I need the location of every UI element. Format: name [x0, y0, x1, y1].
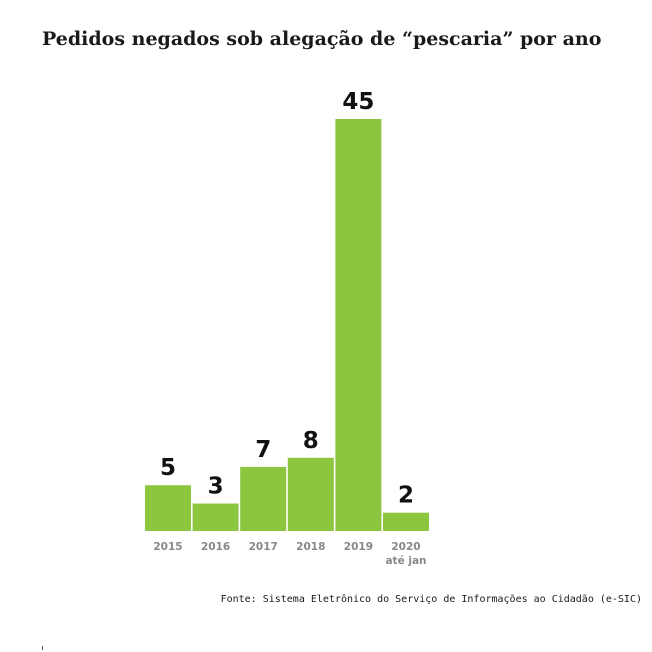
tick-label-2019: 2019 [344, 541, 373, 553]
bar-2018 [287, 457, 334, 531]
tick-label-2018: 2018 [296, 541, 325, 553]
bar-2019 [335, 119, 382, 531]
corner-tick [42, 646, 43, 650]
tick-sublabel-2020: até jan [385, 555, 426, 567]
bar-2017 [240, 466, 287, 531]
bar-chart: 5 2015 3 2016 7 2017 8 2018 45 2019 2 2020 até jan [145, 89, 429, 567]
source-note: Fonte: Sistema Eletrônico do Serviço de … [220, 594, 642, 605]
data-label-2017: 7 [255, 437, 271, 463]
tick-label-2016: 2016 [201, 541, 230, 553]
data-label-2020: 2 [398, 483, 414, 509]
data-label-2019: 45 [342, 89, 374, 115]
tick-label-2020: 2020 [391, 541, 420, 553]
tick-label-2017: 2017 [249, 541, 278, 553]
bar-2016 [192, 503, 239, 531]
bar-2020 [383, 512, 429, 531]
tick-label-2015: 2015 [153, 541, 182, 553]
bar-2015 [145, 485, 191, 531]
chart-title: Pedidos negados sob alegação de “pescari… [42, 28, 602, 50]
data-label-2015: 5 [160, 455, 176, 481]
data-label-2016: 3 [208, 474, 224, 500]
data-label-2018: 8 [303, 428, 319, 454]
